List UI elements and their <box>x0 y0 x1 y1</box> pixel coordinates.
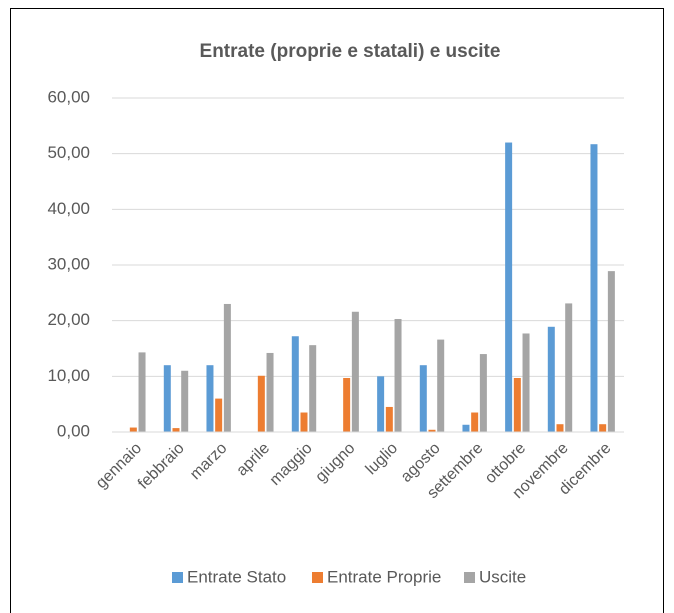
y-tick-label: 0,00 <box>57 421 90 440</box>
bar <box>437 339 445 432</box>
chart-border <box>10 8 664 613</box>
bar <box>599 424 607 432</box>
bar <box>547 326 555 432</box>
bar <box>291 336 299 432</box>
y-tick-label: 50,00 <box>47 143 90 162</box>
bar <box>223 303 231 432</box>
legend-swatch <box>464 572 475 583</box>
bar <box>428 429 436 432</box>
legend-swatch <box>172 572 183 583</box>
bar <box>206 365 214 432</box>
bar <box>385 406 393 432</box>
y-tick-label: 10,00 <box>47 366 90 385</box>
bar <box>419 365 427 432</box>
bar <box>522 333 530 432</box>
y-tick-label: 60,00 <box>47 87 90 106</box>
legend-swatch <box>312 572 323 583</box>
chart-title: Entrate (proprie e statali) e uscite <box>200 41 501 62</box>
bar <box>505 142 513 433</box>
bar <box>351 311 359 432</box>
bar <box>309 345 317 432</box>
bar <box>394 318 402 432</box>
bar <box>607 271 615 432</box>
bar <box>471 412 479 432</box>
bar <box>377 376 385 432</box>
y-tick-label: 20,00 <box>47 310 90 329</box>
bar <box>266 352 274 432</box>
bar <box>462 424 470 432</box>
y-tick-label: 40,00 <box>47 199 90 218</box>
bar <box>565 303 573 432</box>
bar <box>257 375 265 432</box>
legend-label: Entrate Proprie <box>327 567 441 586</box>
legend-label: Uscite <box>479 567 526 586</box>
bar <box>172 428 180 432</box>
bar <box>215 398 223 432</box>
bar <box>181 370 189 432</box>
bar <box>163 365 171 432</box>
legend-label: Entrate Stato <box>187 567 286 586</box>
bar <box>300 412 308 432</box>
bar <box>590 144 598 432</box>
bar <box>129 427 137 432</box>
bar <box>513 378 521 432</box>
bar <box>479 354 487 432</box>
bar <box>343 378 351 432</box>
bar <box>556 424 564 432</box>
bar <box>138 352 146 432</box>
y-tick-label: 30,00 <box>47 254 90 273</box>
